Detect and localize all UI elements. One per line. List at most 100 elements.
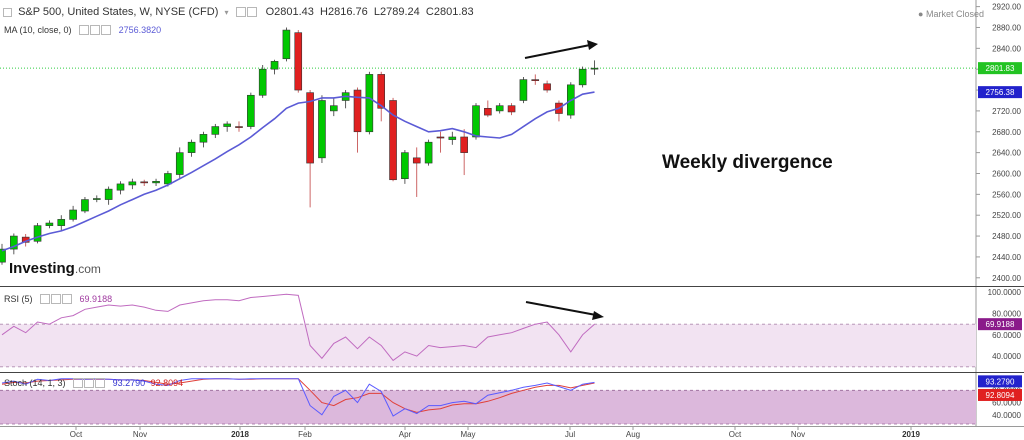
candle[interactable] [329,97,338,117]
candle[interactable] [377,71,386,122]
price-tick-label: 2840.00 [992,44,1021,53]
candle-body [578,68,587,86]
candle[interactable] [258,65,267,98]
candle[interactable] [235,121,243,132]
candle[interactable] [33,223,42,244]
candle[interactable] [10,233,18,255]
candle[interactable] [543,80,551,93]
low-value: L2789.24 [373,6,420,19]
candle[interactable] [365,71,374,135]
candle[interactable] [199,131,208,148]
candle[interactable] [495,103,504,114]
market-status-text: Market Closed [925,8,984,19]
candle[interactable] [590,60,599,75]
candle-body [33,225,42,242]
candle-body [460,136,468,153]
stoch-k-value: 93.2790 [112,377,146,388]
price-pane[interactable] [0,0,976,286]
time-tick-label: Apr [399,430,412,439]
candle-body [294,32,303,91]
candle-body [519,79,528,101]
candle-body [306,92,314,164]
close-icon[interactable] [95,377,106,388]
close-icon[interactable] [101,24,112,35]
rsi-axis-ticks: 100.0000 80.0000 60.0000 40.0000 [988,288,1022,361]
price-tick-label: 2720.00 [992,107,1021,116]
price-tick-label: 2880.00 [992,23,1021,32]
candle[interactable] [104,186,113,205]
candle[interactable] [531,74,540,85]
candle[interactable] [69,205,77,222]
stoch-tick-label: 60.0000 [992,399,1021,408]
settings-icon[interactable] [235,7,246,18]
candle[interactable] [507,103,516,116]
candle[interactable] [318,95,326,164]
candle-body [484,107,492,116]
stoch-label[interactable]: Stoch (14, 1, 3) [4,377,66,388]
chevron-down-icon[interactable]: ▾ [224,7,229,17]
settings-icon[interactable] [73,377,84,388]
candle[interactable] [247,92,255,130]
candle[interactable] [116,181,125,195]
stoch-d-badge-text: 92.8094 [986,391,1015,400]
hide-icon[interactable] [90,24,101,35]
candle[interactable] [128,178,137,190]
candle[interactable] [270,59,279,75]
candle-body [424,141,433,164]
candle[interactable] [424,139,433,166]
candle[interactable] [389,97,397,182]
candle[interactable] [223,121,231,132]
candle[interactable] [578,66,587,88]
candle[interactable] [460,129,468,176]
candle[interactable] [140,179,148,187]
candle[interactable] [294,30,303,93]
candle-body [282,29,291,60]
candle[interactable] [152,178,160,187]
hide-icon[interactable] [84,377,95,388]
candle[interactable] [306,90,314,208]
hide-icon[interactable] [51,293,62,304]
candle-body [211,126,220,135]
candle-body [187,141,196,153]
candle[interactable] [412,147,421,197]
candle[interactable] [45,220,54,229]
candle[interactable] [282,27,291,62]
rsi-badge-text: 69.9188 [986,320,1015,329]
time-tick-label: Feb [298,430,312,439]
close-icon[interactable] [62,293,73,304]
price-tick-label: 2520.00 [992,211,1021,220]
symbol-title[interactable]: S&P 500, United States, W, NYSE (CFD) [18,6,219,19]
candle-body [81,199,89,212]
candle[interactable] [519,77,528,104]
candle[interactable] [436,131,445,153]
settings-icon[interactable] [79,24,90,35]
candle[interactable] [164,170,172,187]
high-value: H2816.76 [320,6,368,19]
time-tick-label: Jul [565,430,575,439]
candle[interactable] [211,123,220,139]
settings-icon[interactable] [40,293,51,304]
candle[interactable] [472,103,480,140]
candle-body [128,181,137,186]
candle[interactable] [57,215,66,231]
candle[interactable] [93,195,101,203]
candle[interactable] [81,196,89,214]
candle-body [104,188,113,200]
candle-body [69,209,77,220]
candle[interactable] [175,147,184,179]
candle[interactable] [187,139,196,157]
candle[interactable] [401,150,409,184]
ma-label[interactable]: MA (10, close, 0) [4,24,72,35]
hide-icon[interactable] [246,7,257,18]
candle[interactable] [484,100,492,118]
ma-value: 2756.3820 [118,24,162,35]
rsi-label[interactable]: RSI (5) [4,293,33,304]
price-tick-label: 2480.00 [992,232,1021,241]
collapse-icon[interactable] [3,7,12,17]
stoch-band [0,390,976,424]
candle[interactable] [353,87,362,153]
candle[interactable] [0,243,6,265]
candle-body [140,181,148,184]
candle[interactable] [448,131,457,145]
